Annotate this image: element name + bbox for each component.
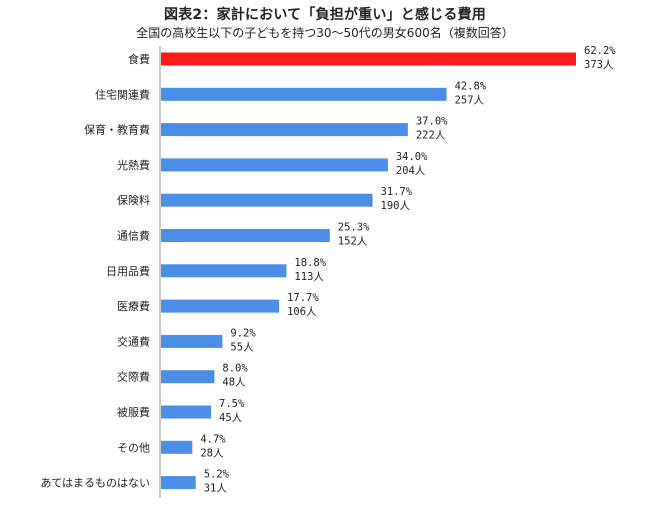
bar-count-label: 113人 (294, 271, 324, 283)
bar-value-label: 34.0% (396, 151, 428, 163)
bar-value-label: 7.5% (219, 398, 245, 410)
bar-value-label: 17.7% (287, 292, 319, 304)
bar-count-label: 257人 (455, 94, 485, 106)
bar (161, 193, 373, 207)
bar (161, 405, 212, 419)
category-label: 光熱費 (117, 158, 150, 172)
bar-value-label: 8.0% (222, 363, 248, 375)
bar-value-label: 25.3% (338, 222, 370, 234)
bar (161, 299, 280, 313)
category-label: その他 (117, 441, 150, 454)
bar (161, 440, 193, 454)
bar-count-label: 204人 (396, 165, 426, 177)
bar-value-label: 5.2% (204, 469, 230, 481)
bar-count-label: 28人 (200, 447, 224, 459)
bar (161, 123, 408, 137)
bar (161, 87, 447, 101)
category-label: 通信費 (117, 229, 150, 243)
chart-title: 図表2：家計において「負担が重い」と感じる費用 (164, 7, 486, 23)
category-label: 被服費 (117, 405, 150, 419)
bar-count-label: 55人 (230, 341, 254, 353)
bar-value-label: 4.7% (200, 433, 226, 445)
category-label: 保険料 (117, 193, 150, 207)
bar-count-label: 106人 (287, 306, 317, 318)
bar-count-label: 31人 (204, 483, 228, 495)
category-label: あてはまるものはない (40, 477, 150, 490)
category-label: 日用品費 (106, 264, 150, 278)
category-label: 保育・教育費 (84, 123, 150, 137)
bar-count-label: 373人 (584, 59, 614, 71)
chart-subtitle: 全国の高校生以下の子どもを持つ30〜50代の男女600名（複数回答） (136, 26, 514, 40)
bar (161, 476, 196, 490)
bar-value-label: 62.2% (584, 45, 616, 57)
bar (161, 334, 223, 348)
bar-value-label: 9.2% (230, 327, 256, 339)
bar (161, 370, 215, 384)
bar-count-label: 190人 (381, 200, 411, 212)
bar-count-label: 222人 (416, 130, 446, 142)
bar-value-label: 18.8% (294, 257, 326, 269)
bar (161, 264, 287, 278)
category-label: 食費 (128, 52, 150, 66)
bar-count-label: 48人 (222, 377, 246, 389)
bar-count-label: 152人 (338, 236, 368, 248)
category-label: 交通費 (117, 334, 150, 348)
bar (161, 229, 330, 242)
category-label: 交際費 (117, 370, 150, 384)
bar (161, 52, 576, 66)
bar (161, 158, 388, 172)
bar-count-label: 45人 (219, 412, 243, 424)
category-label: 医療費 (117, 299, 150, 313)
bar-value-label: 31.7% (381, 186, 413, 198)
category-label: 住宅関連費 (95, 87, 150, 101)
bar-value-label: 42.8% (455, 80, 487, 92)
bar-value-label: 37.0% (416, 116, 448, 128)
